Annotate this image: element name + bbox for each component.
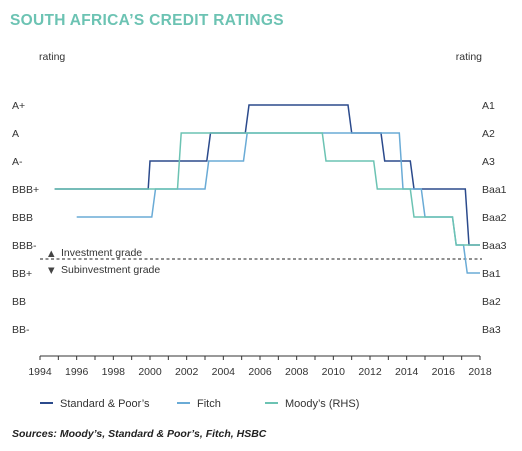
- y-right-tick-label: Ba1: [482, 268, 501, 280]
- x-tick-label: 2000: [138, 366, 162, 378]
- legend-swatch-fitch: [177, 402, 190, 405]
- legend-swatch-sp: [40, 402, 53, 405]
- y-left-tick-label: BB+: [12, 268, 32, 280]
- chart-title: SOUTH AFRICA’S CREDIT RATINGS: [10, 12, 284, 29]
- x-tick-label: 1998: [102, 366, 126, 378]
- y-right-tick-label: Baa1: [482, 184, 507, 196]
- x-tick-label: 2006: [248, 366, 272, 378]
- x-tick-label: 2002: [175, 366, 199, 378]
- x-tick-label: 2004: [212, 366, 236, 378]
- x-tick-label: 2012: [358, 366, 382, 378]
- series-line-0: [54, 104, 480, 246]
- y-left-tick-label: BB: [12, 296, 26, 308]
- legend-swatch-moodys: [265, 402, 278, 405]
- legend-label-fitch: Fitch: [197, 398, 221, 410]
- y-right-tick-label: A2: [482, 128, 495, 140]
- y-left-tick-label: A: [12, 128, 19, 140]
- legend-item-sp: Standard & Poor’s: [40, 398, 149, 410]
- left-axis-unit: rating: [39, 51, 66, 63]
- x-tick-label: 2008: [285, 366, 309, 378]
- x-tick-label: 1996: [65, 366, 89, 378]
- right-axis-unit: rating: [455, 51, 482, 63]
- x-tick-label: 1994: [28, 366, 52, 378]
- series-line-2: [54, 132, 480, 246]
- x-tick-label: 2014: [395, 366, 419, 378]
- down-triangle-icon: ▼: [48, 266, 55, 276]
- y-left-tick-label: BB-: [12, 324, 30, 336]
- source-note: Sources: Moody’s, Standard & Poor’s, Fit…: [12, 428, 267, 440]
- y-right-tick-label: A1: [482, 100, 495, 112]
- x-tick-label: 2018: [468, 366, 492, 378]
- legend-label-moodys: Moody’s (RHS): [285, 398, 360, 410]
- x-tick-label: 2010: [322, 366, 346, 378]
- y-right-tick-label: Baa3: [482, 240, 507, 252]
- y-left-tick-label: A-: [12, 156, 23, 168]
- legend-label-sp: Standard & Poor’s: [60, 398, 150, 410]
- legend-item-moodys: Moody’s (RHS): [265, 398, 359, 410]
- annotation-label: Subinvestment grade: [61, 264, 160, 276]
- legend-item-fitch: Fitch: [177, 398, 221, 410]
- y-right-tick-label: Ba3: [482, 324, 501, 336]
- x-tick-label: 2016: [432, 366, 456, 378]
- y-right-tick-label: A3: [482, 156, 495, 168]
- y-left-tick-label: A+: [12, 100, 25, 112]
- y-left-tick-label: BBB+: [12, 184, 39, 196]
- annotation-label: Investment grade: [61, 247, 142, 259]
- y-left-tick-label: BBB-: [12, 240, 37, 252]
- y-right-tick-label: Ba2: [482, 296, 501, 308]
- up-triangle-icon: ▲: [48, 249, 55, 259]
- y-left-tick-label: BBB: [12, 212, 33, 224]
- y-right-tick-label: Baa2: [482, 212, 507, 224]
